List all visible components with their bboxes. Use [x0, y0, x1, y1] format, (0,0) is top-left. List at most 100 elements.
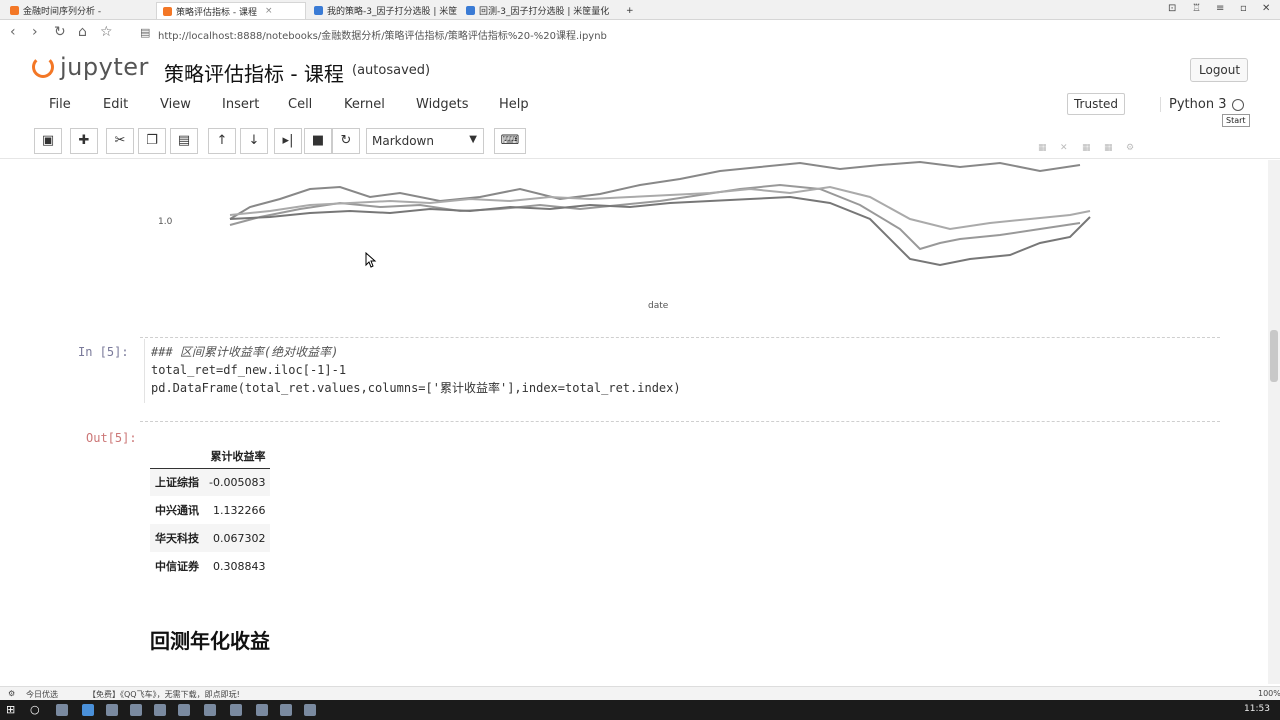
taskbar-app-icon[interactable] [230, 704, 242, 716]
close-tab-icon[interactable]: × [264, 6, 273, 16]
jupyter-logo[interactable]: jupyter [32, 53, 149, 81]
kernel-status-icon [1232, 99, 1244, 111]
keyboard-icon[interactable]: ⌨ [494, 128, 526, 154]
back-icon[interactable]: ‹ [10, 24, 16, 40]
notebook-toolbar: ▣ ✚ ✂ ❐ ▤ ↑ ↓ ▸| ■ ↻ Markdown ▼ ⌨ [0, 126, 1280, 156]
tab-count-icon[interactable]: ⊡ [1168, 3, 1177, 14]
favicon-icon [314, 6, 323, 15]
browser-tab-active[interactable]: 策略评估指标 - 课程 × [156, 2, 306, 19]
paste-icon[interactable]: ▤ [170, 128, 198, 154]
browser-taskbar-icon[interactable] [82, 704, 94, 716]
menu-edit[interactable]: Edit [103, 97, 129, 112]
menu-cell[interactable]: Cell [288, 97, 313, 112]
menu-insert[interactable]: Insert [222, 97, 260, 112]
row-value: -0.005083 [209, 475, 266, 489]
tool-icon[interactable]: ▦ [1038, 143, 1047, 153]
tab-label: 金融时间序列分析 - [23, 7, 102, 17]
cut-icon[interactable]: ✂ [106, 128, 134, 154]
taskbar-app-icon[interactable] [178, 704, 190, 716]
tool-icon[interactable]: ▦ [1082, 143, 1091, 153]
row-value: 1.132266 [212, 503, 266, 517]
new-tab-button[interactable]: + [620, 2, 640, 19]
taskbar-app-icon[interactable] [256, 704, 268, 716]
jupyter-header: jupyter 策略评估指标 - 课程 (autosaved) Logout S… [0, 46, 1280, 127]
search-icon[interactable]: ○ [30, 703, 40, 716]
scrollbar-thumb[interactable] [1270, 330, 1278, 382]
scrollbar-track[interactable] [1268, 160, 1280, 684]
menu-icon[interactable]: ≡ [1216, 3, 1225, 14]
browser-tab[interactable]: 回测-3_因子打分选股 | 米筐量化 [460, 2, 615, 19]
table-row: 上证综指 -0.005083 [150, 468, 271, 496]
browser-tab-strip: 金融时间序列分析 - 策略评估指标 - 课程 × 我的策略-3_因子打分选股 |… [0, 0, 1280, 20]
forward-icon[interactable]: › [32, 24, 38, 40]
news-ticker[interactable]: 【免费】《QQ飞车》，无需下载，即点即玩! [88, 690, 240, 699]
tool-icon[interactable]: ▦ [1104, 143, 1113, 153]
taskbar-app-icon[interactable] [130, 704, 142, 716]
save-icon[interactable]: ▣ [34, 128, 62, 154]
menu-help[interactable]: Help [499, 97, 529, 112]
restart-icon[interactable]: ↻ [332, 128, 360, 154]
minimize-icon[interactable]: ▫ [1240, 3, 1247, 14]
tab-label: 回测-3_因子打分选股 | 米筐量化 [479, 7, 610, 17]
code-comment: ### 区间累计收益率(绝对收益率) [151, 345, 339, 359]
taskbar-app-icon[interactable] [280, 704, 292, 716]
trusted-badge[interactable]: Trusted [1067, 93, 1125, 115]
y-tick-label: 1.0 [158, 217, 173, 227]
tool-icon[interactable]: ✕ [1060, 143, 1068, 153]
logout-label: Logout [1199, 63, 1241, 77]
notebook-title[interactable]: 策略评估指标 - 课程 [164, 62, 344, 86]
tool-icon[interactable]: ⚙ [1126, 143, 1135, 153]
taskbar-app-icon[interactable] [204, 704, 216, 716]
menu-bar: File Edit View Insert Cell Kernel Widget… [0, 91, 1280, 119]
cell-type-select[interactable]: Markdown ▼ [366, 128, 484, 154]
input-prompt: In [5]: [78, 345, 129, 359]
arrow-down-icon[interactable]: ↓ [240, 128, 268, 154]
plus-icon: + [626, 5, 634, 16]
row-label: 中兴通讯 [155, 504, 199, 517]
taskbar-app-icon[interactable] [106, 704, 118, 716]
bookmark-star-icon[interactable]: ☆ [100, 24, 113, 40]
browser-tab[interactable]: 金融时间序列分析 - [4, 2, 154, 19]
status-left[interactable]: 今日优选 [26, 690, 58, 699]
plus-icon[interactable]: ✚ [70, 128, 98, 154]
close-window-icon[interactable]: ✕ [1262, 3, 1271, 14]
zoom-level[interactable]: 100% [1258, 689, 1280, 698]
status-icon: ⚙ [8, 689, 16, 698]
cell-type-value: Markdown [372, 134, 434, 148]
favicon-icon [163, 6, 172, 16]
menu-view[interactable]: View [160, 97, 191, 112]
shirt-icon[interactable]: ♖ [1192, 3, 1201, 14]
task-view-icon[interactable] [56, 704, 68, 716]
logout-button[interactable]: Logout [1190, 58, 1248, 82]
taskbar-app-icon[interactable] [154, 704, 166, 716]
notebook-area[interactable]: 1.0 date In [5]: ### 区间累计收益率(绝对收益率) tota… [0, 158, 1280, 686]
run-icon[interactable]: ▸| [274, 128, 302, 154]
autosave-status: (autosaved) [352, 63, 431, 78]
taskbar-app-icon[interactable] [304, 704, 316, 716]
code-cell[interactable]: ### 区间累计收益率(绝对收益率) total_ret=df_new.iloc… [144, 339, 1220, 403]
windows-start-icon[interactable]: ⊞ [6, 703, 16, 716]
browser-tab[interactable]: 我的策略-3_因子打分选股 | 米筐 [308, 2, 458, 19]
menu-kernel[interactable]: Kernel [344, 97, 385, 112]
menu-widgets[interactable]: Widgets [416, 97, 469, 112]
column-header: 累计收益率 [204, 444, 271, 469]
home-icon[interactable]: ⌂ [78, 24, 87, 40]
stop-icon[interactable]: ■ [304, 128, 332, 154]
arrow-up-icon[interactable]: ↑ [208, 128, 236, 154]
table-row: 华天科技 0.067302 [150, 524, 271, 552]
copy-icon[interactable]: ❐ [138, 128, 166, 154]
start-tooltip: Start [1222, 114, 1250, 127]
windows-taskbar: ⊞ ○ 11:53 [0, 700, 1280, 720]
page-icon: ▤ [140, 26, 151, 39]
browser-status-bar: ⚙ 今日优选 【免费】《QQ飞车》，无需下载，即点即玩! 100% [0, 686, 1280, 700]
plot-series-line [229, 195, 1091, 267]
code-line: pd.DataFrame(total_ret.values,columns=['… [151, 381, 681, 395]
refresh-icon[interactable]: ↻ [54, 24, 66, 40]
mouse-cursor-icon [365, 252, 377, 268]
jupyter-logo-icon [32, 56, 54, 78]
url-field[interactable]: http://localhost:8888/notebooks/金融数据分析/策… [158, 31, 607, 42]
kernel-name: Python 3 [1160, 97, 1226, 112]
menu-file[interactable]: File [49, 97, 71, 112]
x-axis-label: date [648, 301, 669, 311]
taskbar-clock[interactable]: 11:53 [1244, 704, 1270, 714]
